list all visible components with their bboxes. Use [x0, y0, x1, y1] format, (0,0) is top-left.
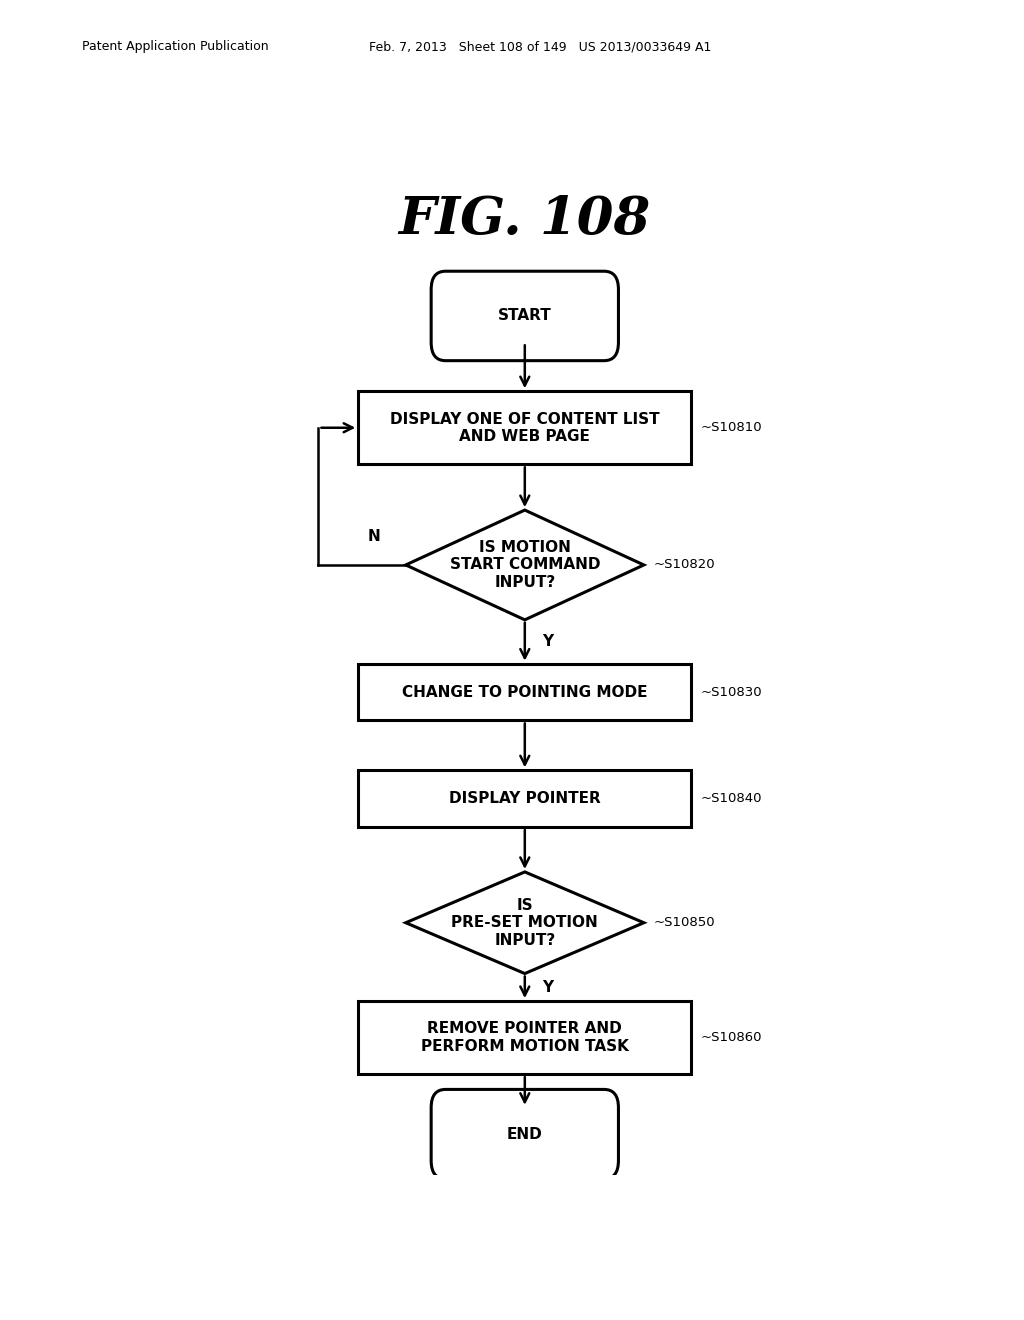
Text: Y: Y: [543, 979, 553, 995]
Text: REMOVE POINTER AND
PERFORM MOTION TASK: REMOVE POINTER AND PERFORM MOTION TASK: [421, 1022, 629, 1053]
Text: IS
PRE-SET MOTION
INPUT?: IS PRE-SET MOTION INPUT?: [452, 898, 598, 948]
Text: ~S10830: ~S10830: [701, 685, 763, 698]
Text: ~S10820: ~S10820: [653, 558, 715, 572]
Text: IS MOTION
START COMMAND
INPUT?: IS MOTION START COMMAND INPUT?: [450, 540, 600, 590]
Bar: [358, 771, 691, 828]
FancyBboxPatch shape: [431, 271, 618, 360]
Text: FIG. 108: FIG. 108: [398, 194, 651, 246]
Text: Feb. 7, 2013   Sheet 108 of 149   US 2013/0033649 A1: Feb. 7, 2013 Sheet 108 of 149 US 2013/00…: [369, 40, 711, 53]
Bar: [358, 1001, 691, 1074]
Polygon shape: [406, 873, 644, 974]
Text: ~S10840: ~S10840: [701, 792, 763, 805]
Text: START: START: [498, 309, 552, 323]
Text: CHANGE TO POINTING MODE: CHANGE TO POINTING MODE: [402, 685, 647, 700]
Text: Patent Application Publication: Patent Application Publication: [82, 40, 268, 53]
Text: ~S10850: ~S10850: [653, 916, 715, 929]
Text: DISPLAY ONE OF CONTENT LIST
AND WEB PAGE: DISPLAY ONE OF CONTENT LIST AND WEB PAGE: [390, 412, 659, 444]
Bar: [358, 664, 691, 721]
Text: ~S10810: ~S10810: [701, 421, 763, 434]
Bar: [358, 391, 691, 465]
Text: END: END: [507, 1127, 543, 1142]
Text: N: N: [368, 529, 380, 544]
Polygon shape: [406, 510, 644, 620]
Text: Y: Y: [543, 634, 553, 649]
FancyBboxPatch shape: [431, 1089, 618, 1179]
Text: DISPLAY POINTER: DISPLAY POINTER: [449, 791, 601, 807]
Text: ~S10860: ~S10860: [701, 1031, 763, 1044]
